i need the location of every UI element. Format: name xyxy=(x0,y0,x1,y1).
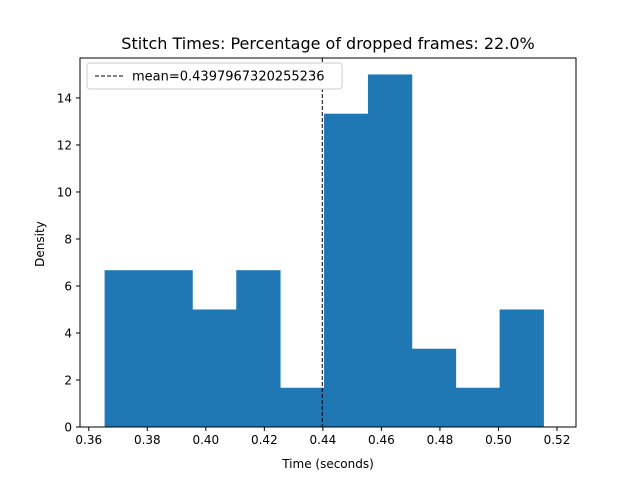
x-tick-label: 0.36 xyxy=(75,433,102,447)
legend: mean=0.4397967320255236 xyxy=(86,62,343,90)
chart-title: Stitch Times: Percentage of dropped fram… xyxy=(121,34,534,53)
plot-frame xyxy=(79,57,577,428)
y-tick-label: 12 xyxy=(57,138,72,152)
histogram-bar-2 xyxy=(148,270,193,427)
histogram-bar-3 xyxy=(192,309,237,427)
y-axis-label: Density xyxy=(33,221,47,267)
x-tick-label: 0.44 xyxy=(310,433,337,447)
y-tick-label: 6 xyxy=(64,279,72,293)
y-tick-label: 8 xyxy=(64,232,72,246)
y-tick-label: 4 xyxy=(64,326,72,340)
x-tick-label: 0.38 xyxy=(134,433,161,447)
histogram-bar-1 xyxy=(104,270,149,427)
x-tick-label: 0.46 xyxy=(368,433,395,447)
histogram-bar-6 xyxy=(324,113,369,427)
y-tick-label: 14 xyxy=(57,91,72,105)
y-axis-ticks: 0 2 4 6 8 10 12 14 xyxy=(57,91,80,435)
x-tick-label: 0.40 xyxy=(192,433,219,447)
histogram-bar-9 xyxy=(455,387,501,427)
histogram-bar-5 xyxy=(280,387,325,427)
histogram-bar-4 xyxy=(236,270,281,427)
y-tick-label: 0 xyxy=(64,421,72,435)
histogram-bar-8 xyxy=(411,348,457,427)
legend-box xyxy=(86,62,343,90)
y-tick-label: 10 xyxy=(57,185,72,199)
legend-entry-mean: mean=0.4397967320255236 xyxy=(132,70,325,85)
histogram-bar-10 xyxy=(499,309,544,427)
x-tick-label: 0.48 xyxy=(427,433,454,447)
x-tick-label: 0.52 xyxy=(544,433,571,447)
x-tick-label: 0.50 xyxy=(485,433,512,447)
histogram-bar-7 xyxy=(367,74,413,427)
x-tick-label: 0.42 xyxy=(251,433,278,447)
bars-group xyxy=(104,74,544,427)
y-tick-label: 2 xyxy=(64,373,72,387)
x-axis-ticks: 0.36 0.38 0.40 0.42 0.44 0.46 0.48 0.50 0.52 xyxy=(75,427,570,447)
x-axis-label: Time (seconds) xyxy=(281,457,374,471)
